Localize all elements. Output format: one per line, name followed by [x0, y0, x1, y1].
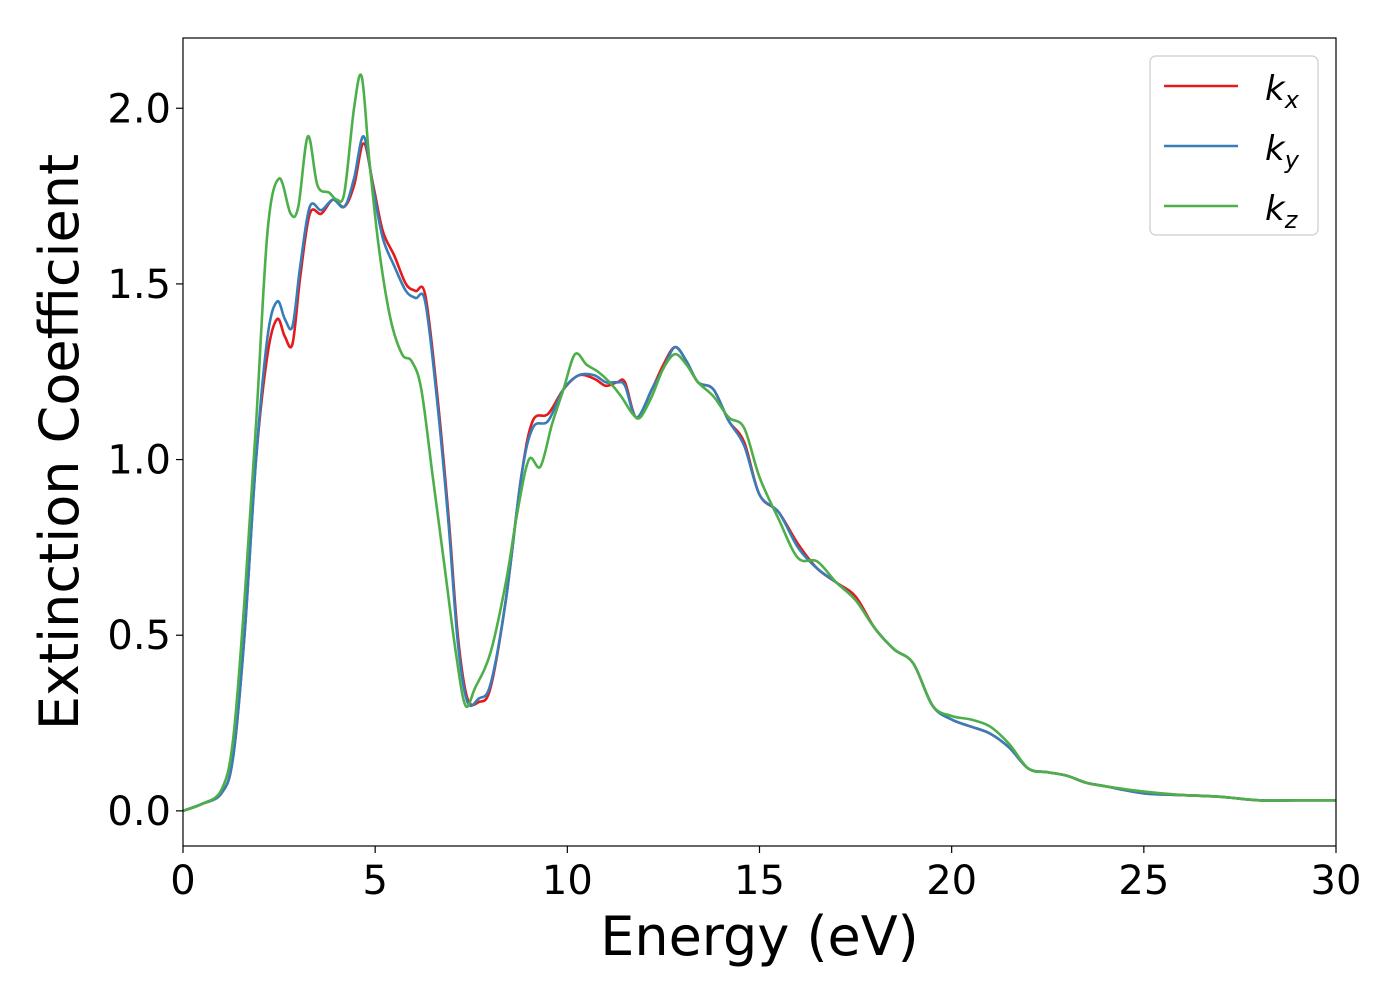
legend-label-main: k: [1265, 189, 1286, 229]
y-axis-title: Extinction Coefficient: [28, 154, 91, 730]
legend-label-sub: z: [1284, 206, 1299, 234]
y-tick-label: 1.5: [107, 262, 171, 308]
legend-label: ky: [1265, 129, 1300, 174]
legend-label-main: k: [1265, 129, 1286, 169]
legend-label-sub: x: [1284, 86, 1300, 114]
y-tick-label: 0.0: [107, 789, 171, 835]
x-tick-label: 30: [1311, 858, 1362, 904]
y-tick-label: 1.0: [107, 438, 171, 484]
legend-label: kz: [1265, 189, 1299, 234]
x-tick-label: 5: [362, 858, 387, 904]
x-axis: 0 5 10 15 20 25 30: [170, 846, 1361, 904]
x-tick-label: 25: [1118, 858, 1169, 904]
x-tick-label: 20: [926, 858, 977, 904]
y-axis: 0.0 0.5 1.0 1.5 2.0: [107, 86, 183, 835]
x-tick-label: 15: [734, 858, 785, 904]
x-tick-label: 0: [170, 858, 195, 904]
series-line-kz: [182, 73, 1336, 813]
x-axis-title: Energy (eV): [600, 905, 919, 968]
y-tick-label: 0.5: [107, 613, 171, 659]
series-layer: [182, 73, 1336, 813]
legend-label: kx: [1265, 69, 1300, 114]
series-line-ky: [182, 135, 1336, 813]
y-tick-label: 2.0: [107, 86, 171, 132]
legend-label-main: k: [1265, 69, 1286, 109]
x-tick-label: 10: [542, 858, 593, 904]
legend-label-sub: y: [1284, 146, 1300, 174]
